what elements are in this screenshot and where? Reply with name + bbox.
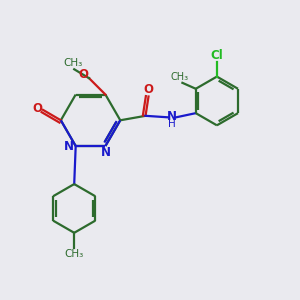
Text: H: H [168, 119, 176, 129]
Text: N: N [64, 140, 74, 152]
Text: O: O [143, 83, 154, 97]
Text: N: N [100, 146, 110, 159]
Text: N: N [167, 110, 177, 123]
Text: CH₃: CH₃ [64, 249, 84, 259]
Text: O: O [33, 102, 43, 115]
Text: CH₃: CH₃ [170, 72, 188, 82]
Text: O: O [79, 68, 89, 81]
Text: Cl: Cl [211, 49, 223, 62]
Text: CH₃: CH₃ [63, 58, 82, 68]
